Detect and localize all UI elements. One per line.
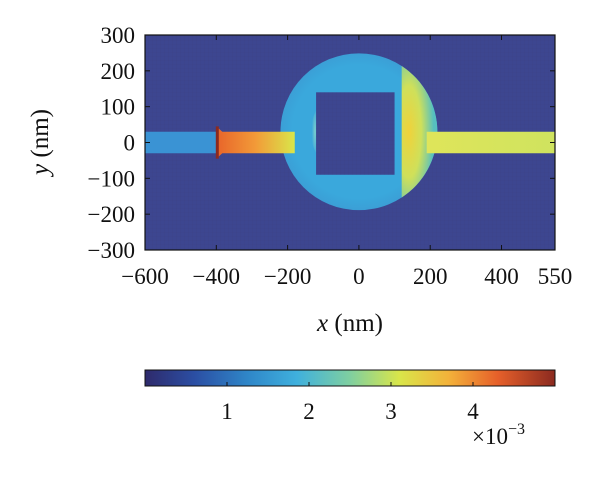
- y-axis: 300 200 100 0 −100 −200 −300: [88, 23, 555, 263]
- colorbar: 1 2 3 4 ×10−3: [144, 369, 556, 449]
- x-axis-label: x (nm): [316, 310, 383, 337]
- y-axis-label-unit: (nm): [27, 109, 54, 164]
- x-tick-label: 400: [484, 264, 519, 289]
- y-tick-label: −100: [88, 166, 135, 191]
- x-tick-label: 200: [413, 264, 448, 289]
- y-tick-label: 200: [101, 59, 136, 84]
- x-tick-label: −400: [193, 264, 240, 289]
- y-axis-label-var: y: [27, 163, 54, 178]
- x-axis-label-var: x: [316, 310, 328, 337]
- output-waveguide: [426, 131, 555, 154]
- input-waveguide: [145, 131, 217, 154]
- colorbar-multiplier-base: ×10: [472, 424, 508, 449]
- x-axis-label-unit: (nm): [328, 310, 383, 337]
- ring-left-glow: [310, 110, 317, 154]
- y-tick-label: 0: [124, 131, 136, 156]
- x-tick-label: −200: [264, 264, 311, 289]
- colorbar-tick-label: 4: [467, 399, 479, 424]
- y-axis-label: y (nm): [27, 109, 54, 178]
- inner-square-mesh: [316, 92, 395, 175]
- colorbar-tick-label: 1: [221, 399, 233, 424]
- x-tick-label: −600: [121, 264, 168, 289]
- colorbar-tick-label: 2: [303, 399, 315, 424]
- y-tick-label: 300: [101, 23, 136, 48]
- input-taper: [216, 126, 295, 159]
- y-tick-label: −200: [88, 202, 135, 227]
- field-structure: [145, 53, 555, 211]
- x-tick-label: 0: [353, 264, 365, 289]
- y-tick-label: −300: [88, 238, 135, 263]
- colorbar-multiplier-exp: −3: [508, 421, 525, 438]
- colorbar-tick-label: 3: [385, 399, 397, 424]
- x-axis: −600 −400 −200 0 200 400 550: [121, 35, 572, 289]
- colorbar-multiplier: ×10−3: [472, 421, 525, 449]
- plot-area: [144, 34, 556, 251]
- x-tick-label: 550: [538, 264, 573, 289]
- ring-right-bright-region: [401, 66, 438, 198]
- colorbar-gradient: [144, 369, 556, 387]
- y-tick-label: 100: [101, 95, 136, 120]
- colorbar-ticks: 1 2 3 4: [221, 382, 479, 424]
